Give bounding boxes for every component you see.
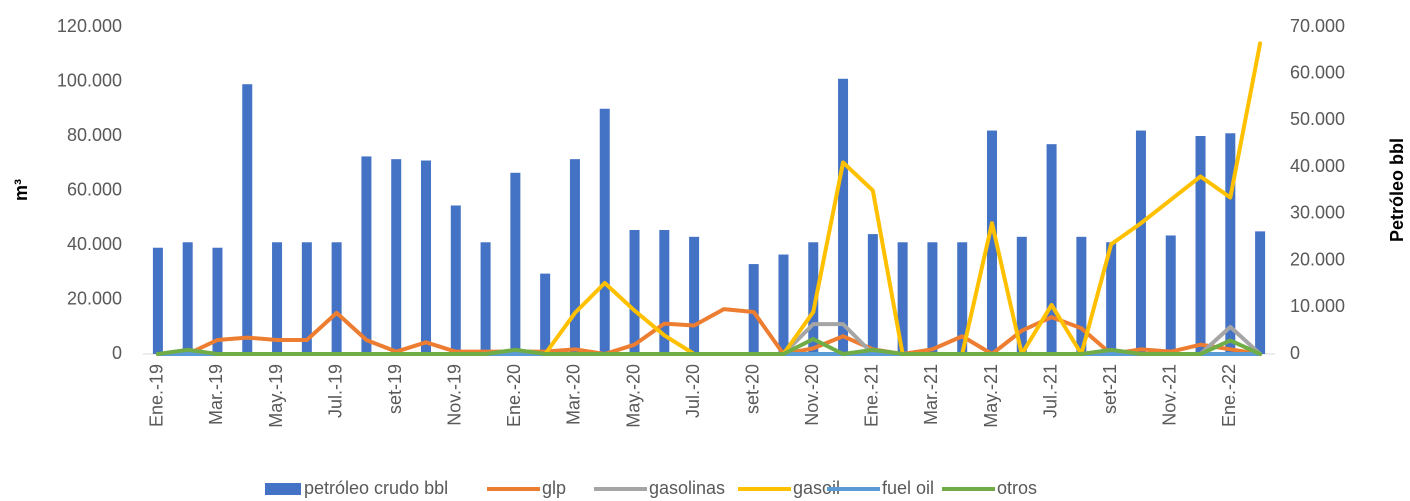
x-tick-label: May.-19 [266, 364, 286, 428]
x-tick-label: May.-20 [623, 364, 643, 428]
y2-tick-label: 50.000 [1290, 109, 1345, 129]
legend-label: petróleo crudo bbl [304, 478, 448, 498]
bar [361, 156, 372, 354]
x-tick-label: Jul.-20 [683, 364, 703, 418]
bar [569, 159, 580, 354]
y2-tick-label: 30.000 [1290, 203, 1345, 223]
y2-tick-label: 40.000 [1290, 156, 1345, 176]
bar [987, 130, 997, 354]
bar [778, 254, 789, 354]
bar [629, 230, 640, 354]
bar [689, 236, 700, 354]
x-tick-label: Ene.-21 [862, 364, 882, 427]
bar [331, 242, 342, 354]
x-tick-label: Jul.-21 [1040, 364, 1060, 418]
bar [152, 247, 163, 354]
legend-swatch [265, 483, 301, 495]
bar [1255, 231, 1266, 354]
x-tick-label: set-20 [742, 364, 762, 414]
x-tick-label: Jul.-19 [325, 364, 345, 418]
x-tick-label: set-21 [1100, 364, 1120, 414]
x-tick-label: Nov.-21 [1159, 364, 1179, 426]
bar [599, 108, 610, 354]
line [155, 41, 1263, 356]
bar [1106, 242, 1117, 354]
bar [182, 242, 193, 354]
bar [1016, 236, 1027, 354]
bar [1046, 144, 1057, 354]
x-tick-label: Ene.-19 [147, 364, 167, 427]
bar [242, 84, 253, 354]
y2-tick-label: 20.000 [1290, 249, 1345, 269]
x-tick-label: Ene.-22 [1219, 364, 1239, 427]
bar [1225, 133, 1236, 354]
bar [1076, 236, 1087, 354]
bar [808, 242, 819, 354]
bar [748, 264, 759, 354]
bar [421, 160, 431, 354]
y2-tick-label: 10.000 [1290, 296, 1345, 316]
bar [450, 205, 461, 354]
legend-label: gasolinas [649, 478, 725, 498]
y-axis-title: m³ [11, 179, 31, 201]
bar [659, 230, 670, 354]
x-tick-label: set-19 [385, 364, 405, 414]
bar [1135, 130, 1146, 354]
bar [1165, 235, 1176, 354]
y-tick-label: 100.000 [57, 70, 122, 90]
x-tick-label: Mar.-21 [921, 364, 941, 425]
y2-tick-label: 60.000 [1290, 62, 1345, 82]
bar [301, 242, 312, 354]
legend-label: gasoil [793, 478, 840, 498]
bar [212, 247, 223, 354]
bar [391, 159, 402, 354]
y-tick-label: 40.000 [67, 234, 122, 254]
y2-tick-label: 0 [1290, 343, 1300, 363]
line [155, 307, 1263, 356]
y-tick-label: 0 [112, 343, 122, 363]
legend-label: fuel oil [882, 478, 934, 498]
bar [927, 242, 938, 354]
y-tick-label: 80.000 [67, 125, 122, 145]
x-tick-label: Ene.-20 [504, 364, 524, 427]
x-tick-label: Nov.-20 [802, 364, 822, 426]
legend-label: glp [542, 478, 566, 498]
y-tick-label: 60.000 [67, 179, 122, 199]
bar [540, 273, 551, 354]
bar [480, 242, 491, 354]
x-tick-label: Nov.-19 [445, 364, 465, 426]
bar [867, 234, 878, 354]
y-tick-label: 20.000 [67, 288, 122, 308]
bar [510, 172, 521, 354]
legend-label: otros [997, 478, 1037, 498]
y-tick-label: 120.000 [57, 16, 122, 36]
bar [957, 242, 968, 354]
line [155, 337, 1263, 356]
x-tick-label: Mar.-19 [206, 364, 226, 425]
bar [272, 242, 283, 354]
x-tick-label: Mar.-20 [564, 364, 584, 425]
y2-axis-title: Petróleo bbl [1387, 138, 1407, 242]
x-tick-label: May.-21 [981, 364, 1001, 428]
y2-tick-label: 70.000 [1290, 16, 1345, 36]
bar [838, 78, 849, 355]
bar [1195, 136, 1206, 354]
bar [897, 242, 908, 354]
